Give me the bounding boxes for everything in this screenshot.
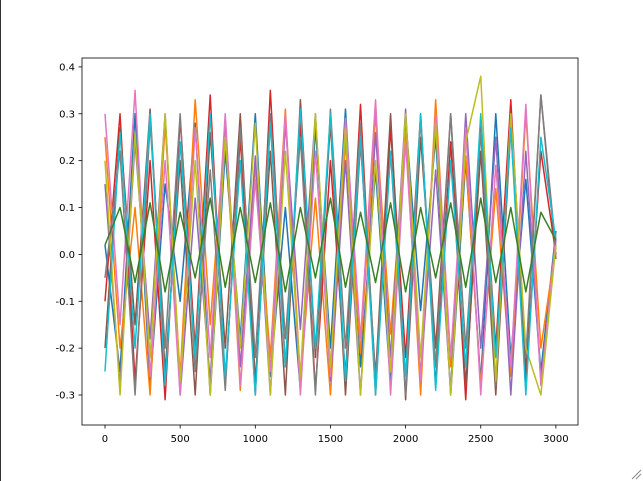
x-tick-label: 1500 xyxy=(318,434,343,445)
series-line xyxy=(104,108,557,396)
y-tick-label: -0.1 xyxy=(55,297,75,308)
axes-frame xyxy=(81,57,579,426)
series-line xyxy=(104,75,557,396)
series-line xyxy=(104,197,557,293)
series-line xyxy=(104,94,557,396)
plot-area xyxy=(104,75,557,401)
y-tick-label: -0.3 xyxy=(55,391,75,402)
y-tick-label: -0.2 xyxy=(55,344,75,355)
series-line xyxy=(104,89,557,396)
y-tick-label: 0.1 xyxy=(59,203,75,214)
resize-grip xyxy=(631,469,642,480)
x-tick-label: 1000 xyxy=(243,434,268,445)
y-tick-label: 0.3 xyxy=(59,109,75,120)
x-tick-label: 2000 xyxy=(393,434,418,445)
x-tick-label: 3000 xyxy=(543,434,568,445)
x-tick-label: 500 xyxy=(171,434,190,445)
y-tick-label: 0.4 xyxy=(59,62,75,73)
x-tick-label: 0 xyxy=(102,434,108,445)
x-tick-label: 2500 xyxy=(468,434,493,445)
y-tick-label: 0.2 xyxy=(59,156,75,167)
y-tick-label: 0.0 xyxy=(59,250,75,261)
